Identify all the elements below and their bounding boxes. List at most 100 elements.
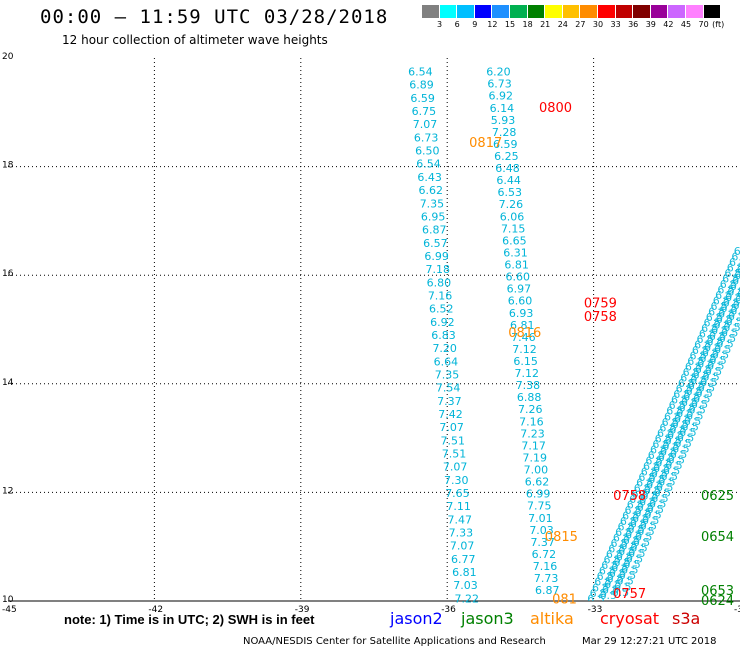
dense-track-value: 6.5 bbox=[660, 470, 678, 483]
dense-track-value: 6.5 bbox=[713, 319, 731, 332]
wave-height-value: 7.42 bbox=[438, 408, 463, 421]
dense-track-value: 6.5 bbox=[699, 352, 717, 365]
dense-track-value: 6.5 bbox=[695, 363, 713, 376]
credit-line: NOAA/NESDIS Center for Satellite Applica… bbox=[243, 636, 546, 647]
dense-track-value: 6.5 bbox=[707, 360, 725, 373]
wave-height-value: 6.25 bbox=[494, 150, 519, 163]
dense-track-value: 6.5 bbox=[594, 576, 612, 589]
dense-track-value: 6.5 bbox=[599, 589, 617, 602]
dense-track-value: 6.5 bbox=[604, 578, 622, 591]
wave-height-value: 7.07 bbox=[443, 461, 468, 474]
x-tick-label: -36 bbox=[441, 605, 456, 615]
dense-track-value: 6.5 bbox=[725, 291, 740, 304]
dense-track-value: 6.5 bbox=[657, 427, 675, 440]
wave-height-value: 7.54 bbox=[436, 382, 461, 395]
dense-track-value: 6.5 bbox=[713, 294, 731, 307]
dense-track-value: 6.5 bbox=[699, 328, 717, 341]
wave-height-value: 6.99 bbox=[526, 488, 551, 501]
pass-time-label: 0800 bbox=[539, 101, 572, 116]
wave-height-value: 7.38 bbox=[516, 379, 541, 392]
color-scale-swatch bbox=[650, 5, 669, 18]
dense-track-value: 6.5 bbox=[716, 338, 734, 351]
wave-height-value: 6.31 bbox=[503, 246, 528, 259]
dense-track-value: 6.5 bbox=[649, 498, 667, 511]
wave-height-value: 6.97 bbox=[507, 283, 532, 296]
dense-track-value: 6.5 bbox=[673, 388, 691, 401]
wave-height-value: 6.06 bbox=[500, 210, 525, 223]
dense-track-value: 6.5 bbox=[680, 372, 698, 385]
dense-track-value: 6.5 bbox=[712, 349, 730, 362]
plot-area bbox=[8, 58, 740, 601]
wave-height-value: 7.18 bbox=[425, 263, 450, 276]
dense-track-value: 6.5 bbox=[704, 341, 722, 354]
wave-height-value: 7.37 bbox=[437, 395, 462, 408]
dense-track-value: 6.5 bbox=[604, 554, 622, 567]
wave-height-value: 7.16 bbox=[428, 289, 453, 302]
wave-height-value: 6.60 bbox=[508, 295, 533, 308]
dense-track-value: 6.5 bbox=[614, 580, 632, 593]
dense-track-value: 6.5 bbox=[686, 409, 704, 422]
dense-track-value: 6.5 bbox=[606, 548, 624, 561]
wave-height-value: 7.07 bbox=[450, 540, 475, 553]
wave-height-value: 6.50 bbox=[415, 145, 440, 158]
dense-track-value: 6.5 bbox=[697, 357, 715, 370]
color-scale-swatch bbox=[545, 5, 563, 18]
color-scale-label: 6 bbox=[454, 20, 460, 29]
dense-track-value: 6.5 bbox=[632, 512, 650, 525]
color-scale-label: 27 bbox=[575, 20, 586, 29]
dense-track-value: 6.5 bbox=[608, 543, 626, 556]
dense-track-value: 6.5 bbox=[622, 510, 640, 523]
wave-height-value: 6.99 bbox=[424, 250, 449, 263]
wave-height-value: 6.48 bbox=[495, 162, 520, 175]
dense-track-value: 6.5 bbox=[656, 481, 674, 494]
dense-track-value: 6.5 bbox=[609, 567, 627, 580]
dense-track-value: 6.5 bbox=[611, 537, 629, 550]
dense-track-value: 6.5 bbox=[719, 332, 737, 345]
color-scale-swatch bbox=[527, 5, 546, 18]
dense-track-value: 6.5 bbox=[734, 269, 740, 282]
dense-track-value: 6.5 bbox=[633, 536, 651, 549]
wave-height-value: 7.00 bbox=[524, 464, 549, 477]
dense-track-value: 6.5 bbox=[660, 446, 678, 459]
wave-height-value: 6.57 bbox=[423, 237, 448, 250]
dense-track-value: 6.5 bbox=[721, 327, 739, 340]
dense-track-value: 6.5 bbox=[679, 426, 697, 439]
dense-track-value: 6.5 bbox=[729, 256, 740, 269]
wave-height-value: 7.16 bbox=[519, 415, 544, 428]
dense-track-value: 6.5 bbox=[691, 398, 709, 411]
dense-track-value: 6.5 bbox=[641, 490, 659, 503]
wave-height-value: 6.43 bbox=[417, 171, 442, 184]
wave-height-value: 6.73 bbox=[487, 78, 512, 91]
color-scale-label: 39 bbox=[645, 20, 656, 29]
wave-height-value: 7.15 bbox=[501, 222, 526, 235]
dense-track-value: 6.5 bbox=[688, 404, 706, 417]
wave-height-value: 7.73 bbox=[534, 572, 559, 585]
dense-track-value: 6.5 bbox=[705, 365, 723, 378]
wave-height-value: 6.59 bbox=[410, 92, 435, 105]
dense-track-value: 6.5 bbox=[685, 361, 703, 374]
dense-track-value: 6.5 bbox=[647, 503, 665, 516]
dense-track-value: 6.5 bbox=[634, 482, 652, 495]
dense-track-value: 6.5 bbox=[663, 464, 681, 477]
dense-track-value: 6.5 bbox=[674, 413, 692, 426]
dense-track-value: 6.5 bbox=[732, 275, 740, 288]
dense-track-value: 6.5 bbox=[714, 343, 732, 356]
dense-track-value: 6.5 bbox=[637, 525, 655, 538]
dense-track-value: 6.5 bbox=[623, 558, 641, 571]
dense-track-value: 6.5 bbox=[711, 324, 729, 337]
dense-track-value: 6.5 bbox=[683, 366, 701, 379]
wave-height-value: 7.03 bbox=[453, 579, 478, 592]
dense-track-value: 6.5 bbox=[628, 547, 646, 560]
dense-track-value: 6.5 bbox=[639, 495, 657, 508]
color-scale-swatch bbox=[509, 5, 528, 18]
wave-height-value: 7.30 bbox=[444, 474, 469, 487]
wave-height-value: 6.54 bbox=[416, 158, 441, 171]
dense-track-value: 6.5 bbox=[723, 321, 740, 334]
legend-item-jason3: jason3 bbox=[461, 609, 514, 628]
wave-height-value: 6.52 bbox=[429, 303, 454, 316]
wave-height-value: 5.93 bbox=[491, 114, 516, 127]
dense-track-value: 6.5 bbox=[702, 371, 720, 384]
x-tick-label: -33 bbox=[588, 605, 603, 615]
wave-height-value: 7.03 bbox=[529, 524, 554, 537]
dense-track-value: 6.5 bbox=[643, 460, 661, 473]
